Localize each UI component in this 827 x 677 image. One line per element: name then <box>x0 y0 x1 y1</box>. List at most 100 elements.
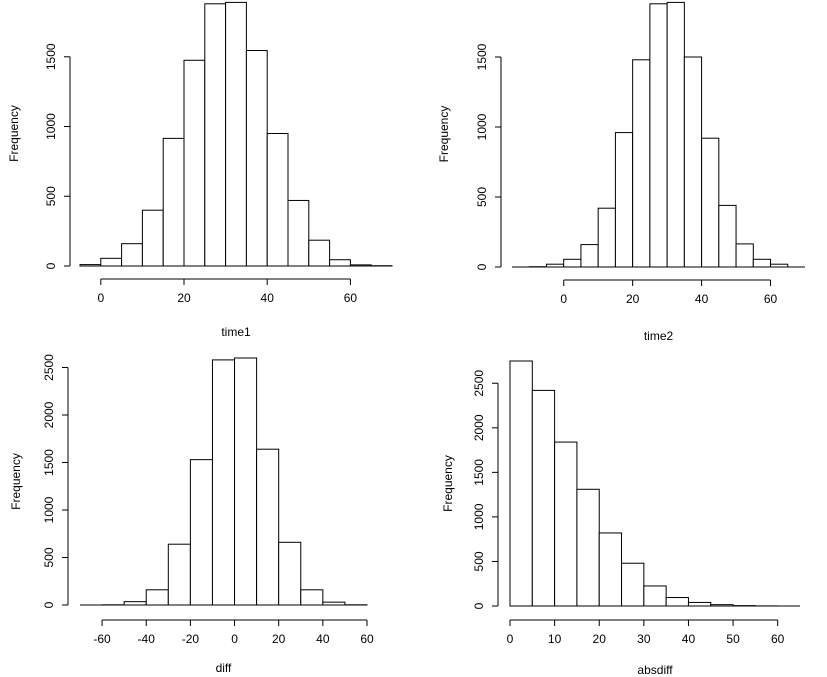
bar-time2-15 <box>770 263 789 268</box>
bar-time2-10 <box>683 56 703 268</box>
bar-time1-10 <box>287 199 310 267</box>
bar-time2-7 <box>632 59 651 268</box>
x-tick-label: 0 <box>507 632 514 646</box>
bar-absdiff-2 <box>554 441 578 607</box>
bar-time2-13 <box>735 243 754 268</box>
x-tick-label: 40 <box>316 632 330 646</box>
bar-time1-5 <box>183 59 206 267</box>
y-tick-label: 2000 <box>42 401 56 428</box>
bar-absdiff-9 <box>710 604 734 607</box>
y-tick-label: 500 <box>475 187 489 207</box>
bar-time1-11 <box>308 239 331 267</box>
bar-time1-7 <box>225 1 247 267</box>
x-tick-label: 20 <box>272 632 286 646</box>
x-axis-label: diff <box>216 661 232 675</box>
x-tick-label: 0 <box>97 291 104 305</box>
y-tick-label: 500 <box>42 547 56 567</box>
bar-diff-4 <box>167 543 191 606</box>
y-tick-label: 1500 <box>475 43 489 70</box>
y-tick-label: 2500 <box>472 370 486 397</box>
bar-diff-9 <box>278 541 302 606</box>
bar-time1-9 <box>266 133 289 267</box>
y-tick-label: 1000 <box>475 113 489 140</box>
bar-diff-5 <box>189 459 213 606</box>
y-tick-label: 2500 <box>42 354 56 381</box>
x-tick-label: 20 <box>626 292 640 306</box>
bar-diff-7 <box>234 357 258 606</box>
bar-diff-3 <box>145 589 169 606</box>
y-tick-label: 0 <box>472 602 486 609</box>
bar-time2-8 <box>649 3 668 268</box>
x-tick-label: 20 <box>593 632 607 646</box>
bar-time2-5 <box>597 207 616 268</box>
bar-time1-0 <box>79 264 102 267</box>
y-axis-label: Frequency <box>9 453 23 510</box>
x-tick-label: 60 <box>771 632 785 646</box>
y-axis-label: Frequency <box>441 455 455 512</box>
y-tick-label: 0 <box>475 263 489 270</box>
y-tick-label: 1000 <box>44 113 58 140</box>
bar-time2-9 <box>666 1 685 268</box>
x-tick-label: 60 <box>360 632 374 646</box>
y-tick-label: 0 <box>42 601 56 608</box>
histogram-panel-diff: -60 -40 -20 0 20 40 60 0 500 1000 1500 2000 2500 diff… <box>9 354 374 675</box>
bar-absdiff-5 <box>621 562 645 607</box>
bar-time1-8 <box>245 50 268 267</box>
x-tick-label: 50 <box>726 632 740 646</box>
bar-time2-4 <box>580 244 599 268</box>
bar-time2-6 <box>614 132 634 268</box>
bar-diff-6 <box>211 359 236 606</box>
bar-time1-3 <box>141 209 164 267</box>
x-tick-label: 0 <box>560 292 567 306</box>
bar-absdiff-8 <box>687 601 712 607</box>
x-tick-label: 40 <box>695 292 709 306</box>
bar-time1-6 <box>204 3 227 267</box>
y-tick-label: 1000 <box>42 496 56 523</box>
bar-absdiff-4 <box>598 532 623 607</box>
y-tick-label: 1500 <box>472 459 486 486</box>
x-axis-label: absdiff <box>637 663 673 677</box>
histogram-panel-time1: 0 20 40 60 0 500 1000 1500 time1 Frequency <box>7 1 393 339</box>
bar-time2-3 <box>563 258 582 268</box>
y-axis-label: Frequency <box>437 106 451 163</box>
bar-time2-14 <box>752 258 772 268</box>
bar-absdiff-6 <box>643 585 667 607</box>
x-tick-label: 60 <box>344 291 358 305</box>
x-tick-label: -40 <box>138 632 156 646</box>
bar-time1-12 <box>329 259 351 267</box>
x-axis-label: time1 <box>221 325 251 339</box>
bar-time2-2 <box>545 263 565 268</box>
bar-time1-4 <box>162 137 185 267</box>
x-tick-label: 40 <box>261 291 275 305</box>
y-tick-label: 2000 <box>472 414 486 441</box>
bar-absdiff-7 <box>665 597 689 607</box>
y-axis-label: Frequency <box>7 105 21 162</box>
x-tick-label: 60 <box>764 292 778 306</box>
bar-absdiff-1 <box>531 389 556 607</box>
x-tick-label: -60 <box>93 632 111 646</box>
bar-diff-11 <box>322 601 346 606</box>
histogram-panel-time2: 0 20 40 60 0 500 1000 1500 time2 Frequency <box>437 1 805 343</box>
histogram-panel-absdiff: 0 10 20 30 40 50 60 0 500 1000 1500 2000 2500 absdiff… <box>441 360 800 677</box>
y-tick-label: 1500 <box>44 43 58 70</box>
bar-time1-2 <box>121 243 143 267</box>
bar-absdiff-0 <box>509 360 533 607</box>
x-tick-label: 40 <box>682 632 696 646</box>
bar-diff-10 <box>300 589 324 606</box>
bar-diff-2 <box>123 601 147 606</box>
x-tick-label: 30 <box>637 632 651 646</box>
x-tick-label: 10 <box>548 632 562 646</box>
bar-time1-1 <box>100 257 123 267</box>
bar-time2-11 <box>701 137 720 268</box>
y-tick-label: 500 <box>44 186 58 206</box>
y-tick-label: 1000 <box>472 503 486 530</box>
bar-absdiff-3 <box>576 488 600 607</box>
bar-time2-12 <box>718 204 737 268</box>
bar-time1-13 <box>349 264 372 267</box>
x-tick-label: 0 <box>231 632 238 646</box>
y-tick-label: 1500 <box>42 449 56 476</box>
bar-diff-8 <box>256 448 280 606</box>
x-tick-label: 20 <box>177 291 191 305</box>
x-axis-label: time2 <box>644 329 674 343</box>
